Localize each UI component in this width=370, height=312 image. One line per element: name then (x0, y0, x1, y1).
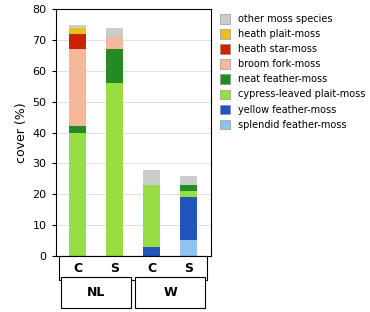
Bar (107, 83, 123, 256)
Bar (61, 277, 131, 308)
Bar (107, 49, 123, 83)
Text: C: C (73, 262, 82, 275)
Bar (59, 256, 207, 280)
Bar (180, 185, 197, 191)
Text: S: S (184, 262, 193, 275)
Legend: other moss species, heath plait-moss, heath star-moss, broom fork-moss, neat fea: other moss species, heath plait-moss, he… (221, 14, 365, 129)
Bar (143, 185, 160, 246)
Bar (69, 28, 86, 34)
Bar (107, 28, 123, 37)
Bar (69, 133, 86, 256)
Bar (69, 34, 86, 49)
Text: NL: NL (87, 286, 105, 299)
Text: S: S (110, 262, 119, 275)
Bar (180, 191, 197, 197)
Text: W: W (163, 286, 177, 299)
Y-axis label: cover (%): cover (%) (15, 102, 28, 163)
Bar (69, 25, 86, 28)
Bar (143, 246, 160, 256)
Bar (180, 241, 197, 256)
Bar (107, 37, 123, 49)
Bar (69, 49, 86, 126)
Bar (135, 277, 205, 308)
Text: C: C (147, 262, 156, 275)
Bar (180, 176, 197, 185)
Bar (143, 170, 160, 185)
Bar (69, 126, 86, 133)
Bar (180, 197, 197, 241)
